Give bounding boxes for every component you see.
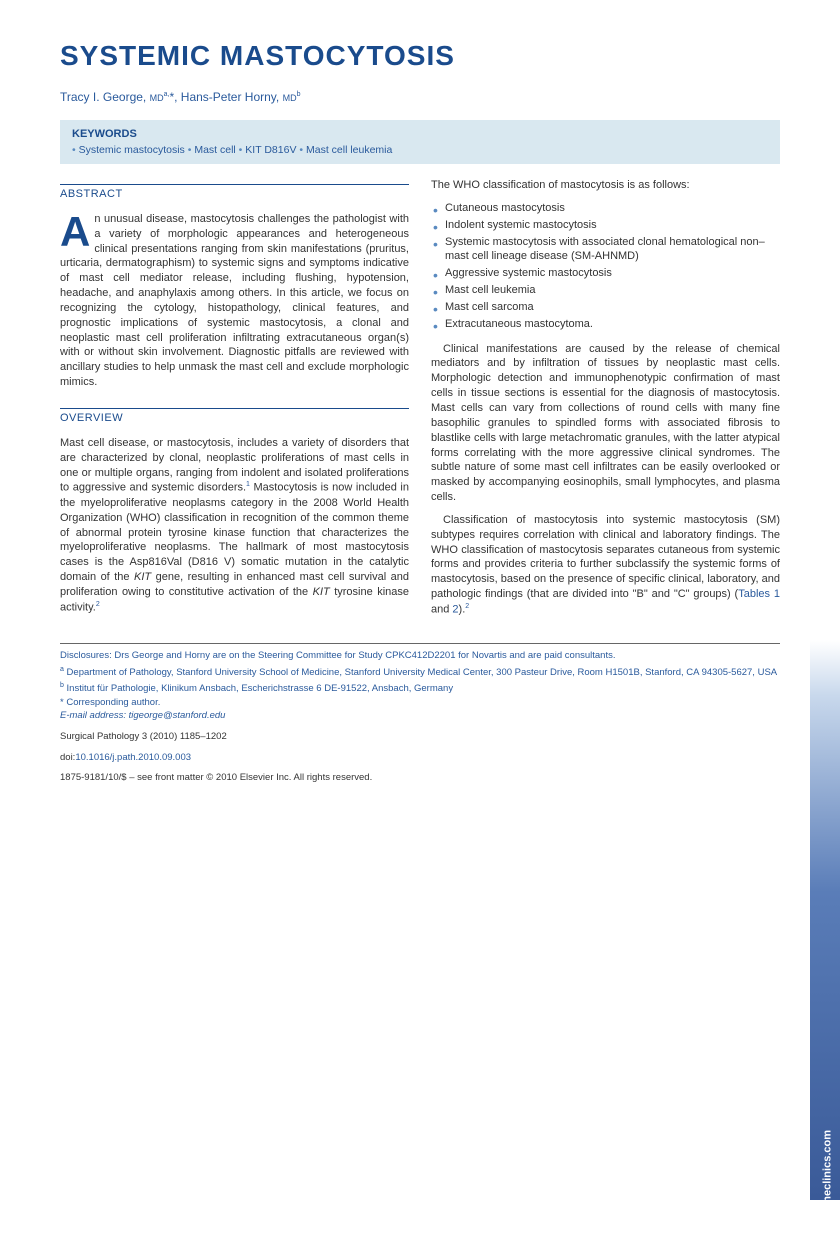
who-intro: The WHO classification of mastocytosis i… <box>431 178 780 193</box>
affiliation-a: a Department of Pathology, Stanford Univ… <box>60 665 780 680</box>
email-address[interactable]: tigeorge@stanford.edu <box>129 710 226 721</box>
classification-paragraph: Classification of mastocytosis into syst… <box>431 513 780 618</box>
list-item: Aggressive systemic mastocytosis <box>431 266 780 281</box>
side-gradient-tab: surgpath.theclinics.com <box>810 640 840 1200</box>
article-title: SYSTEMIC MASTOCYTOSIS <box>60 40 780 72</box>
list-item: Mast cell leukemia <box>431 283 780 298</box>
overview-header: OVERVIEW <box>60 408 409 426</box>
side-tab-url[interactable]: surgpath.theclinics.com <box>822 1130 834 1257</box>
email-line: E-mail address: tigeorge@stanford.edu <box>60 710 780 723</box>
dropcap: A <box>60 212 94 250</box>
abstract-header: ABSTRACT <box>60 184 409 202</box>
overview-paragraph: Mast cell disease, or mastocytosis, incl… <box>60 436 409 615</box>
authors-line: Tracy I. George, MDa,*, Hans-Peter Horny… <box>60 90 780 104</box>
disclosure-text: Disclosures: Drs George and Horny are on… <box>60 650 780 663</box>
left-column: ABSTRACT An unusual disease, mastocytosi… <box>60 178 409 625</box>
doi-line: doi:10.1016/j.path.2010.09.003 <box>60 752 780 765</box>
list-item: Cutaneous mastocytosis <box>431 201 780 216</box>
right-column: The WHO classification of mastocytosis i… <box>431 178 780 625</box>
copyright-line: 1875-9181/10/$ – see front matter © 2010… <box>60 772 780 785</box>
ref-2b[interactable]: 2 <box>465 603 469 610</box>
who-classification-list: Cutaneous mastocytosis Indolent systemic … <box>431 201 780 332</box>
ref-2[interactable]: 2 <box>96 601 100 608</box>
list-item: Extracutaneous mastocytoma. <box>431 317 780 332</box>
list-item: Systemic mastocytosis with associated cl… <box>431 235 780 265</box>
keywords-box: KEYWORDS • Systemic mastocytosis • Mast … <box>60 120 780 164</box>
doi-link[interactable]: 10.1016/j.path.2010.09.003 <box>75 752 191 763</box>
list-item: Mast cell sarcoma <box>431 300 780 315</box>
table-1-link[interactable]: Tables 1 <box>738 588 780 600</box>
affiliation-b: b Institut für Pathologie, Klinikum Ansb… <box>60 681 780 696</box>
corresponding-author: * Corresponding author. <box>60 697 780 710</box>
list-item: Indolent systemic mastocytosis <box>431 218 780 233</box>
clinical-manifestations: Clinical manifestations are caused by th… <box>431 342 780 505</box>
two-column-body: ABSTRACT An unusual disease, mastocytosi… <box>60 178 780 625</box>
abstract-text: An unusual disease, mastocytosis challen… <box>60 212 409 390</box>
keywords-list: • Systemic mastocytosis • Mast cell • KI… <box>72 144 768 156</box>
page-container: SYSTEMIC MASTOCYTOSIS Tracy I. George, M… <box>0 0 840 805</box>
journal-citation: Surgical Pathology 3 (2010) 1185–1202 <box>60 731 780 744</box>
footer-block: Disclosures: Drs George and Horny are on… <box>60 643 780 785</box>
keywords-header: KEYWORDS <box>72 128 768 140</box>
